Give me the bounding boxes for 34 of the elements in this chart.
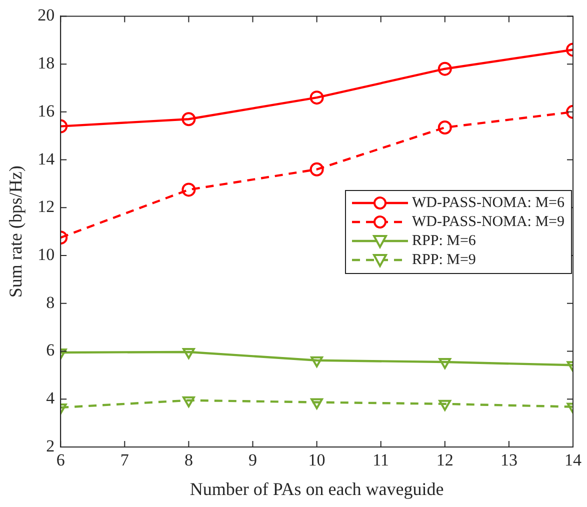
x-tick-label: 7 [120, 450, 130, 470]
x-tick-label: 11 [372, 450, 390, 470]
y-tick-label: 18 [38, 54, 55, 73]
y-tick-label: 14 [38, 149, 56, 168]
legend-label: WD-PASS-NOMA: M=6 [412, 194, 565, 212]
x-tick-label: 14 [564, 450, 582, 470]
y-tick-label: 4 [46, 388, 56, 408]
y-axis-title: Sum rate (bps/Hz) [6, 166, 26, 298]
y-tick-label: 10 [38, 245, 55, 264]
point [310, 90, 324, 105]
point [310, 356, 323, 368]
point [438, 120, 452, 134]
point [182, 396, 195, 408]
point [310, 398, 323, 410]
point [438, 62, 452, 76]
point [182, 112, 196, 126]
y-tick-label: 12 [38, 197, 55, 216]
x-tick-label: 12 [436, 450, 454, 470]
legend-label: RPP: M=9 [412, 252, 476, 269]
y-tick-label: 16 [38, 101, 55, 120]
point [310, 162, 324, 176]
y-tick-label: 20 [38, 6, 55, 25]
y-tick-label: 6 [46, 340, 55, 360]
point [182, 348, 195, 359]
x-tick-label: 9 [248, 450, 257, 470]
legend-label: RPP: M=6 [412, 232, 476, 250]
y-tick-label: 8 [46, 292, 55, 312]
legend-label: WD-PASS-NOMA: M=9 [412, 214, 565, 231]
x-tick-label: 10 [308, 450, 326, 470]
point [182, 182, 196, 197]
y-tick-label: 2 [46, 436, 55, 456]
x-tick-label: 13 [500, 450, 518, 470]
x-tick-label: 8 [184, 450, 193, 470]
x-axis-title: Number of PAs on each waveguide [190, 478, 444, 499]
